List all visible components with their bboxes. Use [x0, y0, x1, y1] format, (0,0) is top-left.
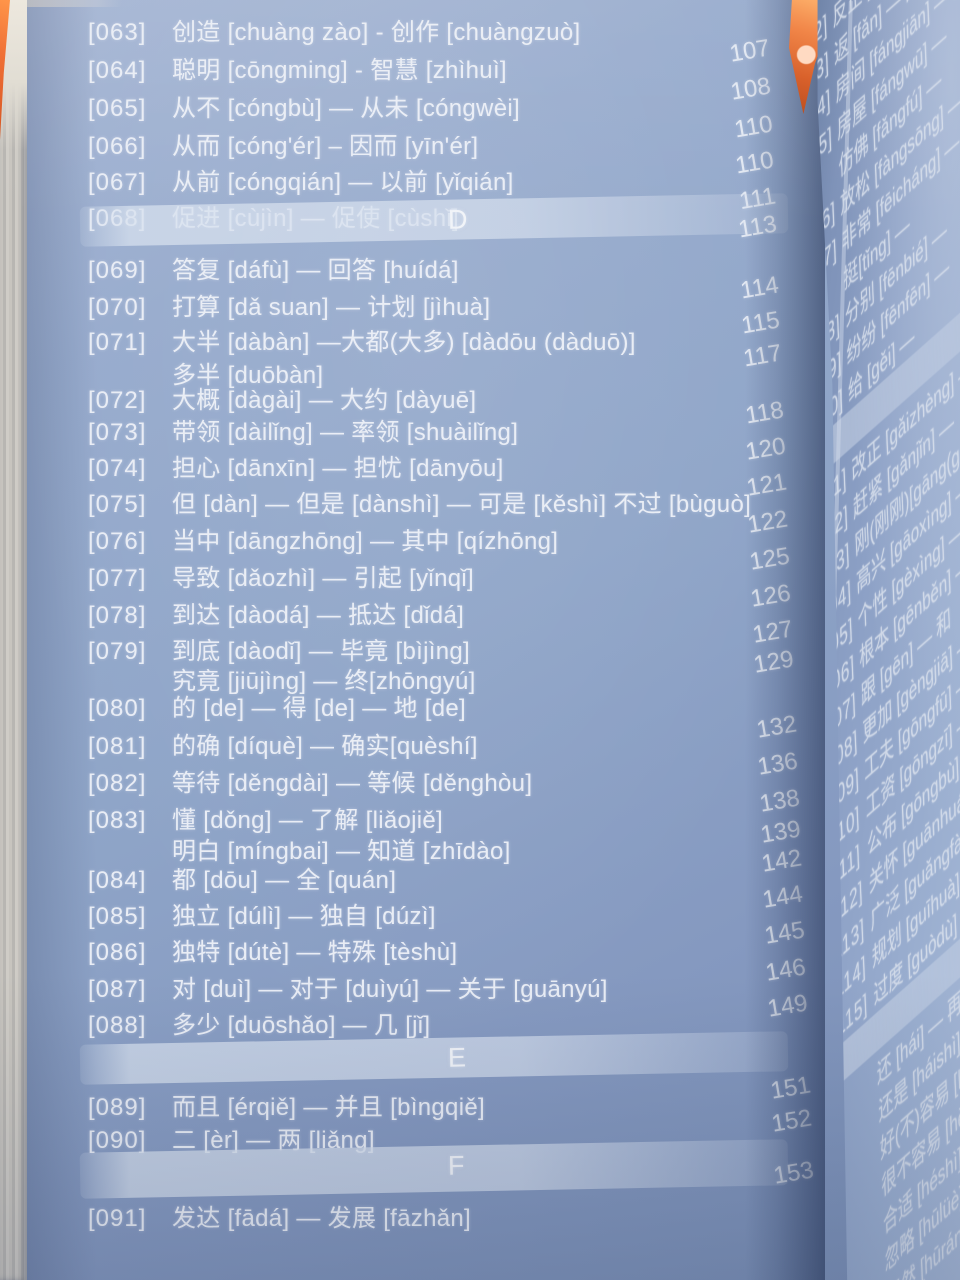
entry-number: [084]: [88, 867, 147, 894]
entry-number: [071]: [88, 329, 147, 356]
dictionary-entry: [083] 懂 [dǒng] — 了解 [liǎojiě]: [88, 800, 788, 835]
entry-text: 的确 [díquè] — 确实[quèshí]: [172, 733, 478, 760]
entry-number: [067]: [88, 169, 147, 196]
entry-number: [074]: [88, 455, 147, 482]
entry-text: 的 [de] — 得 [de] — 地 [de]: [172, 695, 466, 722]
entry-number: [065]: [88, 95, 147, 122]
entry-text: 从不 [cóngbù] — 从未 [cóngwèi]: [172, 95, 520, 122]
entry-text: 大半 [dàbàn] —大都(大多) [dàdōu (dàduō)]: [172, 329, 636, 356]
entry-text: 从前 [cóngqián] — 以前 [yǐqián]: [172, 169, 514, 196]
dictionary-entry: [084] 都 [dōu] — 全 [quán]: [88, 860, 788, 895]
dictionary-entry: [065] 从不 [cóngbù] — 从未 [cóngwèi]: [88, 88, 788, 123]
dictionary-entry: [066] 从而 [cóng'ér] – 因而 [yīn'ér]: [88, 126, 788, 161]
entry-text: 发达 [fādá] — 发展 [fāzhǎn]: [172, 1205, 472, 1232]
entry-number: [066]: [88, 133, 147, 160]
page-top-rim: [27, 0, 122, 7]
entry-number: [076]: [88, 528, 147, 555]
dictionary-entry: [000]明白 [míngbai] — 知道 [zhīdào]: [88, 831, 788, 866]
dictionary-entry: [081] 的确 [díquè] — 确实[quèshí]: [88, 726, 788, 761]
dictionary-entry: [079] 到底 [dàodǐ] — 毕竟 [bìjìng]: [88, 631, 788, 666]
dictionary-entry: [076] 当中 [dāngzhōng] — 其中 [qízhōng]: [88, 521, 788, 556]
entry-number: [075]: [88, 491, 147, 518]
entry-number: [081]: [88, 733, 147, 760]
entry-number: [087]: [88, 976, 147, 1003]
dictionary-entry: [091] 发达 [fādá] — 发展 [fāzhǎn]: [88, 1198, 788, 1233]
entry-text: 答复 [dáfù] — 回答 [huídá]: [172, 257, 459, 284]
entry-text: 多半 [duōbàn]: [172, 362, 324, 389]
dictionary-entry: [070] 打算 [dǎ suan] — 计划 [jìhuà]: [88, 287, 788, 322]
entry-text: 明白 [míngbai] — 知道 [zhīdào]: [172, 838, 511, 865]
entry-text: 究竟 [jiūjìng] — 终[zhōngyú]: [172, 668, 476, 695]
entry-number: [072]: [88, 387, 147, 414]
entry-text: 大概 [dàgài] — 大约 [dàyuē]: [172, 387, 477, 414]
entry-number: [077]: [88, 565, 147, 592]
entry-text: 创造 [chuàng zào] - 创作 [chuàngzuò]: [172, 19, 581, 46]
section-letter: F: [447, 1150, 465, 1181]
entry-number: [064]: [88, 57, 147, 84]
section-letter: E: [447, 1042, 467, 1073]
entry-text: 独立 [dúlì] — 独自 [dúzì]: [172, 903, 436, 930]
dictionary-entry: [067] 从前 [cóngqián] — 以前 [yǐqián]: [88, 162, 788, 197]
entry-number: [089]: [88, 1094, 147, 1121]
entry-number: [063]: [88, 19, 147, 46]
entry-text: 但 [dàn] — 但是 [dànshì] — 可是 [kěshì] 不过 [b…: [172, 491, 752, 518]
dictionary-entry: [089] 而且 [érqiě] — 并且 [bìngqiě]: [88, 1087, 788, 1122]
entry-number: [091]: [88, 1205, 147, 1232]
dictionary-entry: [073] 带领 [dàilǐng] — 率领 [shuàilǐng]: [88, 412, 788, 447]
entry-number: [090]: [88, 1127, 147, 1154]
entry-number: [079]: [88, 638, 147, 665]
entry-number: [070]: [88, 294, 147, 321]
entry-text: 从而 [cóng'ér] – 因而 [yīn'ér]: [172, 133, 479, 160]
dictionary-entry: [085] 独立 [dúlì] — 独自 [dúzì]: [88, 896, 788, 931]
dictionary-entry: [071] 大半 [dàbàn] —大都(大多) [dàdōu (dàduō)]: [88, 322, 788, 357]
entry-number: [085]: [88, 903, 147, 930]
entry-text: 而且 [érqiě] — 并且 [bìngqiě]: [172, 1094, 485, 1121]
dictionary-entry: [074] 担心 [dānxīn] — 担忧 [dānyōu]: [88, 448, 788, 483]
dictionary-entry: [069] 答复 [dáfù] — 回答 [huídá]: [88, 250, 788, 285]
entry-text: 都 [dōu] — 全 [quán]: [172, 867, 397, 894]
entry-number: [844, 1272, 885, 1280]
dictionary-entry: [063] 创造 [chuàng zào] - 创作 [chuàngzuò]: [88, 12, 788, 47]
entry-text: 聪明 [cōngming] - 智慧 [zhìhuì]: [172, 57, 507, 84]
entry-text: 当中 [dāngzhōng] — 其中 [qízhōng]: [172, 528, 559, 555]
entry-text: 到底 [dàodǐ] — 毕竟 [bìjìng]: [172, 638, 470, 665]
dictionary-entry: [064] 聪明 [cōngming] - 智慧 [zhìhuì]: [88, 50, 788, 85]
entry-text: 导致 [dǎozhì] — 引起 [yǐnqǐ]: [172, 565, 474, 592]
entry-text: 打算 [dǎ suan] — 计划 [jìhuà]: [172, 294, 491, 321]
dictionary-entry: [088] 多少 [duōshǎo] — 几 [jǐ]: [88, 1005, 788, 1040]
entry-number: [086]: [88, 939, 147, 966]
dictionary-entry: [086] 独特 [dútè] — 特殊 [tèshù]: [88, 932, 788, 967]
entry-number: [082]: [88, 770, 147, 797]
dictionary-entry: [082] 等待 [děngdài] — 等候 [děnghòu]: [88, 763, 788, 798]
entry-text: 到达 [dàodá] — 抵达 [dǐdá]: [172, 602, 465, 629]
entry-number: [078]: [88, 602, 147, 629]
entry-text: 等待 [děngdài] — 等候 [děnghòu]: [172, 770, 533, 797]
dictionary-entry: [078] 到达 [dàodá] — 抵达 [dǐdá]: [88, 595, 788, 630]
entry-number: [073]: [88, 419, 147, 446]
entry-text: 带领 [dàilǐng] — 率领 [shuàilǐng]: [172, 419, 519, 446]
dictionary-entry: [080] 的 [de] — 得 [de] — 地 [de]: [88, 688, 788, 723]
gutter-fold-shadow: [745, 0, 825, 1280]
paper-stack-edge: [0, 0, 27, 1280]
entry-text: 多少 [duōshǎo] — 几 [jǐ]: [172, 1012, 431, 1039]
entry-text: 担心 [dānxīn] — 担忧 [dānyōu]: [172, 455, 504, 482]
entry-text: 对 [duì] — 对于 [duìyú] — 关于 [guānyú]: [172, 976, 608, 1003]
entry-number: [069]: [88, 257, 147, 284]
entry-number: [083]: [88, 807, 147, 834]
entry-number: [080]: [88, 695, 147, 722]
entry-number: [088]: [88, 1012, 147, 1039]
dictionary-entry: [000]究竟 [jiūjìng] — 终[zhōngyú]: [88, 661, 788, 696]
dictionary-entry: [077] 导致 [dǎozhì] — 引起 [yǐnqǐ]: [88, 558, 788, 593]
dictionary-entry: [087] 对 [duì] — 对于 [duìyú] — 关于 [guānyú]: [88, 969, 788, 1004]
dictionary-entry: [075] 但 [dàn] — 但是 [dànshì] — 可是 [kěshì] …: [88, 484, 788, 519]
dictionary-entry: [000]多半 [duōbàn]: [88, 355, 788, 390]
entry-text: 独特 [dútè] — 特殊 [tèshù]: [172, 939, 458, 966]
entry-text: 懂 [dǒng] — 了解 [liǎojiě]: [172, 807, 444, 834]
section-letter: D: [447, 204, 468, 235]
dictionary-entry: [072] 大概 [dàgài] — 大约 [dàyuē]: [88, 380, 788, 415]
